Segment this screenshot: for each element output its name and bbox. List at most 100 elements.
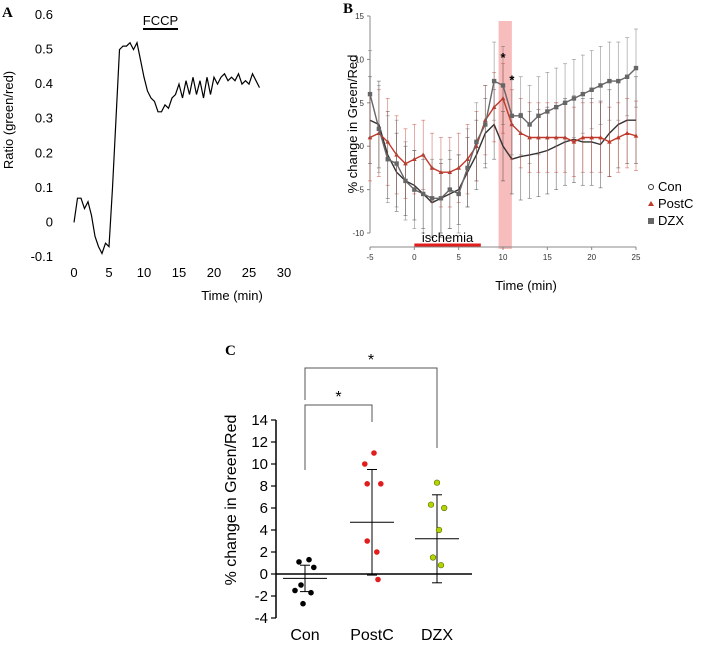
data-point <box>447 187 452 192</box>
data-point <box>292 587 298 594</box>
panel-a-xtick-label: 0 <box>70 265 77 280</box>
data-point <box>456 191 461 197</box>
data-point <box>420 152 426 157</box>
panel-a-ylabel: Ratio (green/red) <box>1 71 16 169</box>
legend-marker <box>648 218 654 224</box>
panel-a-ytick-label: 0.6 <box>35 7 53 22</box>
data-point <box>385 157 390 162</box>
legend-marker <box>648 201 654 206</box>
data-point <box>633 133 639 138</box>
panel-c-ytick-label: 12 <box>251 434 268 451</box>
panel-a-xtick-label: 15 <box>172 265 186 280</box>
highlight-band <box>498 21 512 249</box>
data-point <box>371 450 377 456</box>
panel-a-xtick-label: 25 <box>242 265 256 280</box>
panel-b-xtick-label: -5 <box>366 253 374 262</box>
data-point <box>364 481 371 487</box>
data-point <box>571 139 577 144</box>
data-point <box>441 504 448 512</box>
panel-c-category-label: PostC <box>350 627 394 644</box>
data-point <box>562 100 568 105</box>
panel-c-ytick-label: 6 <box>260 500 268 517</box>
data-point <box>465 165 470 171</box>
data-point <box>589 87 594 92</box>
ischemia-label: ischemia <box>422 230 474 245</box>
data-point <box>298 582 304 588</box>
data-point <box>598 135 603 140</box>
significance-bracket <box>304 404 373 470</box>
panel-a-ytick-label: 0.1 <box>35 180 53 195</box>
panel-a-ytick-label: 0.4 <box>35 76 53 91</box>
data-point <box>421 191 426 197</box>
data-point <box>438 196 444 201</box>
panel-a: A -0.1 0 0.1 0.2 0.3 0.4 0.5 0.6 0 5 10 15 20 25 30 FC… <box>1 5 291 303</box>
data-point <box>367 91 373 97</box>
panel-a-xtick-label: 30 <box>277 265 291 280</box>
panel-c-ytick-label: -2 <box>255 588 268 605</box>
ratio-line <box>73 40 261 256</box>
data-point <box>311 564 317 571</box>
panel-c-ylabel: % change in Green/Red <box>223 415 240 586</box>
data-point <box>545 109 550 114</box>
panel-a-title: A <box>2 5 13 21</box>
panel-b-ytick-label: 5 <box>360 99 365 108</box>
data-point <box>412 187 417 192</box>
panel-a-xtick-label: 5 <box>105 265 112 280</box>
data-point <box>633 65 639 71</box>
panel-a-ytick-label: 0.3 <box>35 111 53 126</box>
data-point <box>429 554 437 561</box>
data-point <box>624 74 630 79</box>
panel-b-xlabel: Time (min) <box>495 278 557 293</box>
legend-marker <box>648 184 654 190</box>
significance-bracket <box>304 367 438 448</box>
data-point <box>616 78 621 84</box>
panel-c-ytick-label: 2 <box>260 544 268 561</box>
panel-c-ytick-label: -4 <box>255 610 268 627</box>
panel-c-groups <box>283 450 459 607</box>
data-point <box>607 139 612 144</box>
data-point <box>474 139 479 145</box>
panel-b-xtick-label: 5 <box>456 253 461 262</box>
data-point <box>364 538 371 544</box>
group-dzx <box>415 479 459 584</box>
panel-b-xtick-label: 20 <box>587 253 596 262</box>
data-point <box>429 196 435 201</box>
data-point <box>554 104 559 110</box>
data-point <box>435 526 443 534</box>
panel-b-stars: ** <box>500 50 515 88</box>
group-con <box>283 556 327 607</box>
group-postc <box>350 450 394 583</box>
significance-star: * <box>368 352 374 369</box>
data-point <box>296 559 302 565</box>
fccp-label: FCCP <box>143 13 178 28</box>
panel-b-ytick-label: 15 <box>355 12 364 21</box>
panel-c-ytick-label: 0 <box>260 566 268 583</box>
panel-c-ytick-label: 10 <box>251 456 268 473</box>
data-point <box>375 576 381 583</box>
data-point <box>598 83 603 88</box>
significance-star: * <box>509 72 515 87</box>
data-point <box>427 501 435 508</box>
panel-a-xlabel: Time (min) <box>201 288 263 303</box>
significance-star: * <box>335 389 341 406</box>
data-point <box>394 161 399 166</box>
data-point <box>437 562 445 569</box>
series-dzx <box>367 28 639 238</box>
data-point <box>376 126 382 132</box>
panel-a-fccp-annotation: FCCP <box>143 13 178 30</box>
panel-c-significance: ** <box>304 352 438 470</box>
data-point <box>308 589 314 596</box>
panel-b-xtick-label: 10 <box>499 253 508 262</box>
data-point <box>483 122 488 127</box>
panel-c-ytick-label: 4 <box>260 522 268 539</box>
panel-b-ytick-label: -10 <box>352 229 364 238</box>
panel-a-ytick-label: 0.5 <box>35 42 53 57</box>
panel-a-ticks: -0.1 0 0.1 0.2 0.3 0.4 0.5 0.6 0 5 10 15 20 25 30 <box>31 7 292 280</box>
data-point <box>306 556 312 563</box>
panel-b: B -10 -5 0 5 10 15 -5 0 5 10 15 20 25 ischemia ** Co… <box>343 1 693 293</box>
data-point <box>580 91 585 97</box>
panel-c-ytick-label: 14 <box>251 412 268 429</box>
significance-star: * <box>500 50 506 65</box>
